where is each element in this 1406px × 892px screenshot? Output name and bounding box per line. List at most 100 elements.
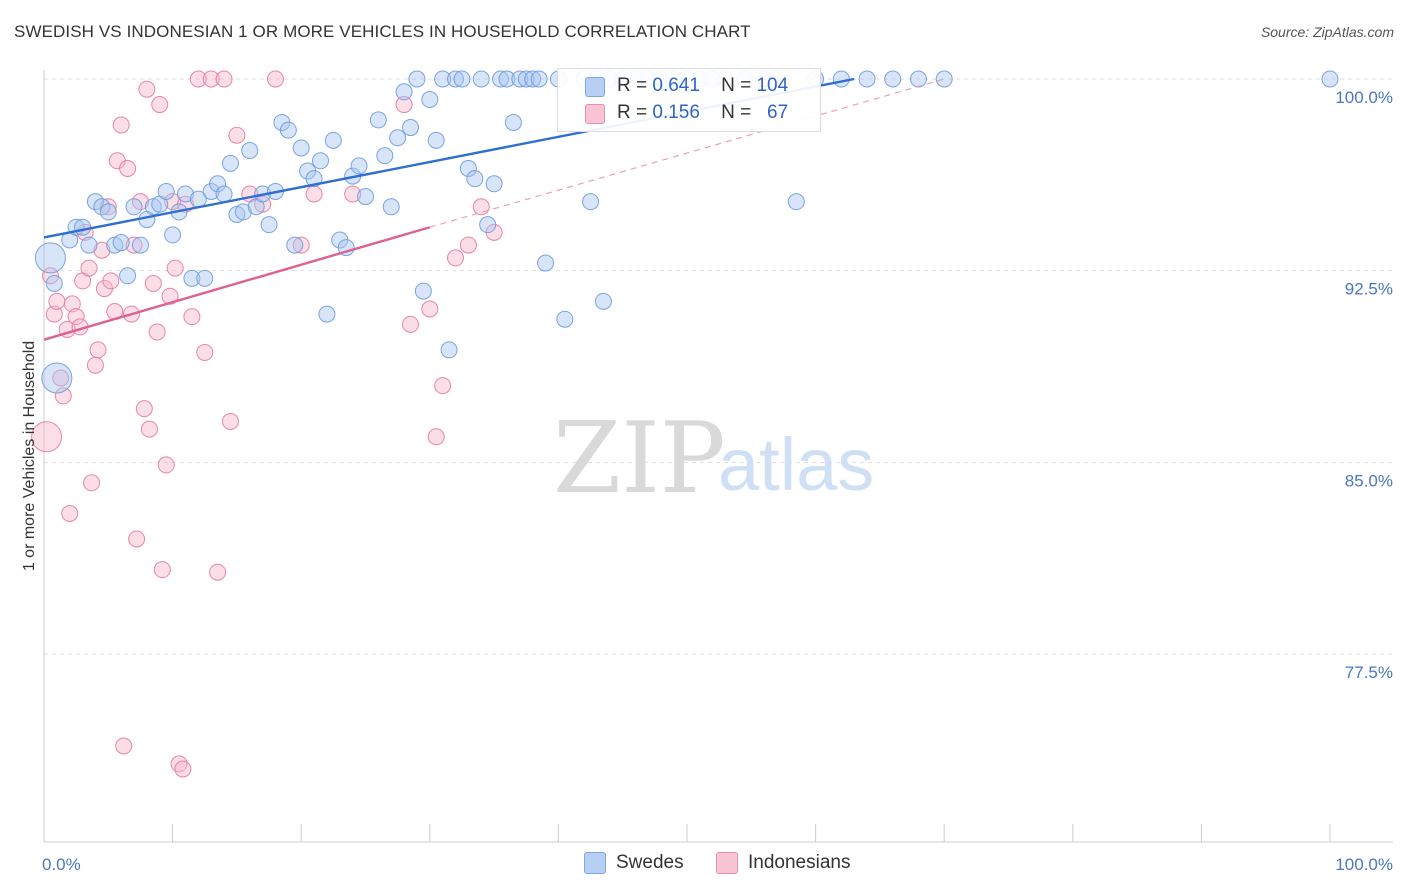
swedes-points (34, 70, 1339, 394)
indonesians-point (89, 341, 107, 359)
indonesians-trend-line (43, 226, 431, 341)
axes (43, 70, 1393, 843)
swedes-point (524, 70, 542, 88)
swedes-point (517, 70, 535, 88)
swedes-point (402, 119, 420, 137)
indonesians-point (215, 70, 233, 88)
indonesians-point (228, 126, 246, 144)
indonesians-point (140, 420, 158, 438)
swedes-point (530, 70, 548, 88)
indonesians-point (157, 456, 175, 474)
indonesians-point (54, 387, 72, 405)
indonesians-point (221, 412, 239, 430)
swedes-point (99, 203, 117, 221)
swedes-point (183, 269, 201, 287)
swedes-point (935, 70, 953, 88)
swedes-point (511, 70, 529, 88)
indonesians-point (183, 308, 201, 326)
swedes-point (858, 70, 876, 88)
indonesians-point (459, 236, 477, 254)
indonesians-point (151, 96, 169, 114)
swedes-point (241, 142, 259, 160)
y-tick-label: 100.0% (1335, 88, 1393, 107)
y-tick-label: 85.0% (1345, 471, 1393, 490)
swedes-point (395, 83, 413, 101)
indonesians-point (166, 259, 184, 277)
swedes-point (125, 198, 143, 216)
swedes-point (832, 70, 850, 88)
swedes-r-value: 0.641 (652, 75, 700, 96)
indonesians-point (125, 236, 143, 254)
indonesians-point (138, 80, 156, 98)
indonesians-point (305, 185, 323, 203)
indonesians-point (31, 421, 63, 453)
indonesians-point (99, 198, 117, 216)
swedes-point (440, 341, 458, 359)
indonesians-point (344, 185, 362, 203)
indonesians-point (434, 377, 452, 395)
indonesians-point (86, 356, 104, 374)
swedes-n-label: N = (721, 75, 752, 96)
swedes-point (485, 175, 503, 193)
swedes-point (414, 282, 432, 300)
swedes-point (434, 70, 452, 88)
indonesians-point (395, 96, 413, 114)
swedes-point (504, 113, 522, 131)
bottom-indonesians-label: Indonesians (748, 852, 851, 873)
swedes-point (215, 185, 233, 203)
chart-title: SWEDISH VS INDONESIAN 1 OR MORE VEHICLES… (14, 22, 751, 41)
indonesians-r-label: R = (617, 102, 648, 123)
swedes-point (292, 139, 310, 157)
watermark-zip: ZIP (553, 402, 726, 516)
swedes-point (196, 269, 214, 287)
indonesians-point (447, 249, 465, 267)
swedes-point (41, 362, 73, 394)
bottom-legend-indonesians: Indonesians (716, 852, 850, 874)
indonesians-point (161, 287, 179, 305)
swedes-point (176, 185, 194, 203)
source-label: Source: ZipAtlas.com (1260, 24, 1394, 40)
swedes-point (234, 203, 252, 221)
swedes-point (350, 157, 368, 175)
indonesians-point (174, 760, 192, 778)
indonesians-trend-extension (429, 78, 945, 228)
swedes-point (479, 216, 497, 234)
swedes-point (498, 70, 516, 88)
swedes-point (318, 305, 336, 323)
swedes-point (45, 274, 63, 292)
swedes-point (466, 170, 484, 188)
swedes-point (427, 131, 445, 149)
indonesians-point (61, 504, 79, 522)
indonesians-point (266, 70, 284, 88)
indonesians-point (112, 116, 130, 134)
indonesians-point (41, 267, 59, 285)
indonesians-point (45, 305, 63, 323)
swedes-point (112, 234, 130, 252)
bottom-indonesians-swatch (716, 852, 738, 874)
indonesians-point (427, 428, 445, 446)
swedes-n-value: 104 (756, 75, 789, 96)
swedes-point (382, 198, 400, 216)
y-tick-label: 77.5% (1345, 663, 1393, 682)
indonesians-point (209, 563, 227, 581)
indonesians-point (102, 272, 120, 290)
watermark-atlas: atlas (718, 423, 874, 506)
indonesians-point (48, 292, 66, 310)
indonesians-point (153, 561, 171, 579)
swedes-point (389, 129, 407, 147)
swedes-point (787, 193, 805, 211)
swedes-point (80, 236, 98, 254)
swedes-point (594, 292, 612, 310)
swedes-point (324, 131, 342, 149)
swedes-point (582, 193, 600, 211)
indonesians-point (135, 400, 153, 418)
swedes-point (376, 147, 394, 165)
indonesians-point (148, 323, 166, 341)
swedes-point (131, 236, 149, 254)
indonesians-point (52, 369, 70, 387)
swedes-point (221, 154, 239, 172)
x-tick-max: 100.0% (1335, 855, 1393, 874)
swedes-r-label: R = (617, 75, 648, 96)
indonesians-point (164, 193, 182, 211)
